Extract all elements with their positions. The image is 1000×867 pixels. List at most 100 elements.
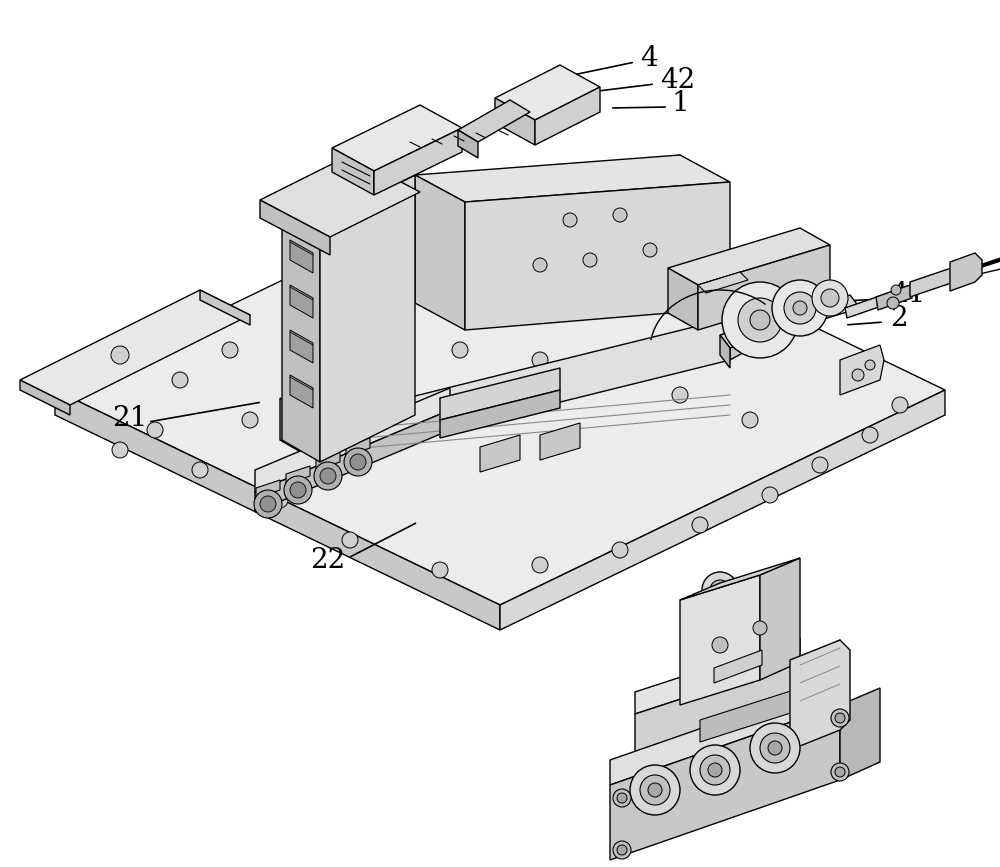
Polygon shape bbox=[55, 175, 945, 605]
Text: 42: 42 bbox=[660, 67, 695, 94]
Circle shape bbox=[222, 342, 238, 358]
Circle shape bbox=[672, 387, 688, 403]
Circle shape bbox=[583, 253, 597, 267]
Polygon shape bbox=[635, 660, 800, 784]
Polygon shape bbox=[465, 182, 730, 330]
Polygon shape bbox=[730, 296, 770, 360]
Circle shape bbox=[852, 369, 864, 381]
Circle shape bbox=[708, 763, 722, 777]
Circle shape bbox=[242, 412, 258, 428]
Circle shape bbox=[284, 476, 312, 504]
Polygon shape bbox=[440, 368, 560, 420]
Circle shape bbox=[862, 427, 878, 443]
Circle shape bbox=[750, 723, 800, 773]
Polygon shape bbox=[790, 640, 850, 750]
Polygon shape bbox=[256, 480, 280, 498]
Circle shape bbox=[532, 352, 548, 368]
Polygon shape bbox=[680, 575, 760, 705]
Polygon shape bbox=[876, 285, 912, 310]
Circle shape bbox=[272, 492, 288, 508]
Circle shape bbox=[768, 741, 782, 755]
Polygon shape bbox=[290, 330, 313, 363]
Text: 41: 41 bbox=[890, 282, 925, 309]
Circle shape bbox=[533, 258, 547, 272]
Circle shape bbox=[742, 412, 758, 428]
Circle shape bbox=[302, 382, 318, 398]
Circle shape bbox=[192, 462, 208, 478]
Text: 4: 4 bbox=[640, 44, 658, 71]
Circle shape bbox=[602, 367, 618, 383]
Polygon shape bbox=[668, 268, 698, 330]
Polygon shape bbox=[540, 423, 580, 460]
Circle shape bbox=[617, 793, 627, 803]
Polygon shape bbox=[255, 410, 450, 512]
Circle shape bbox=[835, 713, 845, 723]
Polygon shape bbox=[290, 375, 313, 408]
Circle shape bbox=[772, 280, 828, 336]
Polygon shape bbox=[310, 155, 680, 254]
Circle shape bbox=[630, 765, 680, 815]
Circle shape bbox=[648, 783, 662, 797]
Circle shape bbox=[350, 454, 366, 470]
Circle shape bbox=[613, 841, 631, 859]
Circle shape bbox=[617, 845, 627, 855]
Circle shape bbox=[612, 542, 628, 558]
Polygon shape bbox=[316, 452, 340, 470]
Polygon shape bbox=[500, 390, 945, 630]
Polygon shape bbox=[535, 87, 600, 145]
Polygon shape bbox=[255, 388, 450, 492]
Circle shape bbox=[613, 789, 631, 807]
Polygon shape bbox=[286, 466, 310, 484]
Circle shape bbox=[643, 243, 657, 257]
Circle shape bbox=[532, 557, 548, 573]
Circle shape bbox=[891, 285, 901, 295]
Polygon shape bbox=[950, 253, 982, 291]
Polygon shape bbox=[374, 128, 462, 195]
Circle shape bbox=[692, 517, 708, 533]
Polygon shape bbox=[415, 155, 730, 202]
Polygon shape bbox=[280, 398, 318, 462]
Polygon shape bbox=[55, 390, 500, 630]
Circle shape bbox=[254, 490, 282, 518]
Polygon shape bbox=[20, 290, 250, 405]
Circle shape bbox=[892, 397, 908, 413]
Polygon shape bbox=[698, 245, 830, 330]
Circle shape bbox=[452, 342, 468, 358]
Polygon shape bbox=[635, 638, 800, 714]
Circle shape bbox=[750, 310, 770, 330]
Text: 21: 21 bbox=[112, 405, 147, 432]
Circle shape bbox=[702, 572, 738, 608]
Circle shape bbox=[812, 457, 828, 473]
Polygon shape bbox=[320, 175, 415, 462]
Circle shape bbox=[753, 621, 767, 635]
Circle shape bbox=[738, 298, 782, 342]
Polygon shape bbox=[840, 345, 884, 395]
Polygon shape bbox=[290, 240, 313, 273]
Text: 2: 2 bbox=[890, 304, 908, 331]
Circle shape bbox=[760, 733, 790, 763]
Polygon shape bbox=[318, 318, 730, 462]
Polygon shape bbox=[20, 380, 70, 415]
Circle shape bbox=[712, 637, 728, 653]
Circle shape bbox=[835, 767, 845, 777]
Polygon shape bbox=[910, 265, 960, 297]
Polygon shape bbox=[720, 295, 860, 348]
Circle shape bbox=[432, 562, 448, 578]
Circle shape bbox=[710, 580, 730, 600]
Circle shape bbox=[342, 532, 358, 548]
Text: 1: 1 bbox=[672, 89, 690, 116]
Polygon shape bbox=[310, 172, 680, 264]
Circle shape bbox=[320, 468, 336, 484]
Polygon shape bbox=[610, 680, 840, 785]
Circle shape bbox=[290, 482, 306, 498]
Polygon shape bbox=[845, 282, 922, 318]
Circle shape bbox=[111, 346, 129, 364]
Circle shape bbox=[344, 448, 372, 476]
Circle shape bbox=[640, 775, 670, 805]
Polygon shape bbox=[310, 193, 680, 292]
Circle shape bbox=[613, 208, 627, 222]
Circle shape bbox=[887, 297, 899, 309]
Polygon shape bbox=[260, 200, 330, 255]
Circle shape bbox=[762, 487, 778, 503]
Circle shape bbox=[784, 292, 816, 324]
